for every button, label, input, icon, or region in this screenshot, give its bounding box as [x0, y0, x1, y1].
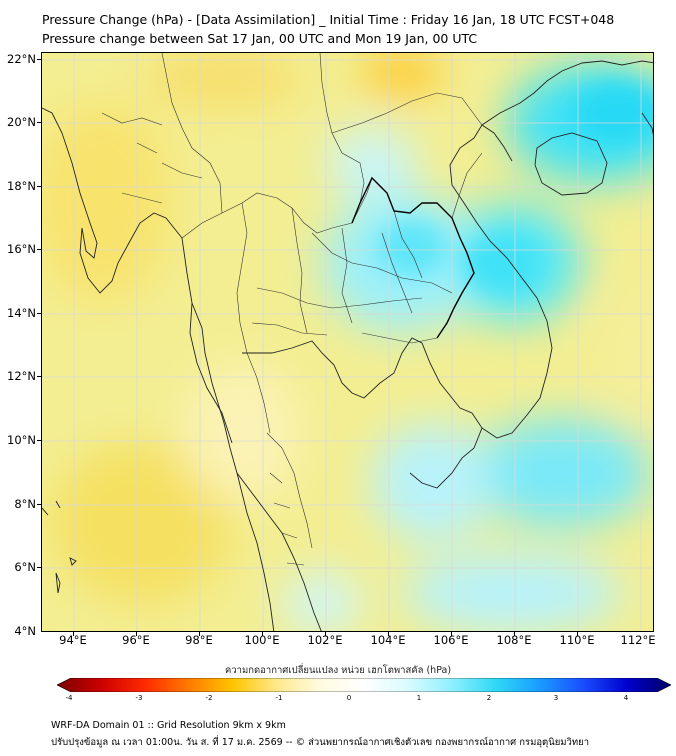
- lat-tick: [37, 186, 41, 187]
- lat-label: 12°N: [7, 369, 36, 383]
- field-blobs: [42, 53, 653, 631]
- lon-label: 98°E: [185, 633, 213, 647]
- lat-tick: [37, 249, 41, 250]
- lon-tick: [199, 632, 200, 636]
- colorbar-bar: [57, 678, 671, 692]
- lat-label: 10°N: [7, 433, 36, 447]
- lat-tick: [37, 567, 41, 568]
- map-title: Pressure Change (hPa) - [Data Assimilati…: [42, 12, 615, 27]
- lon-tick: [451, 632, 452, 636]
- map-subtitle: Pressure change between Sat 17 Jan, 00 U…: [42, 31, 478, 46]
- lat-tick: [37, 440, 41, 441]
- colorbar-tick-label: -3: [135, 694, 143, 702]
- map-panel: [41, 52, 654, 632]
- lat-label: 20°N: [7, 115, 36, 129]
- lon-label: 94°E: [59, 633, 87, 647]
- coastlines: [42, 60, 653, 631]
- lon-tick: [388, 632, 389, 636]
- lat-label: 6°N: [14, 560, 36, 574]
- lat-label: 16°N: [7, 242, 36, 256]
- lon-label: 102°E: [307, 633, 343, 647]
- lon-label: 106°E: [433, 633, 469, 647]
- lat-tick: [37, 313, 41, 314]
- footer-model-info: WRF-DA Domain 01 :: Grid Resolution 9km …: [51, 720, 286, 731]
- lon-tick: [325, 632, 326, 636]
- colorbar-tick-label: 1: [416, 694, 422, 702]
- colorbar-tick-label: 4: [623, 694, 629, 702]
- lat-label: 18°N: [7, 179, 36, 193]
- graticule: [42, 53, 653, 631]
- lon-tick: [577, 632, 578, 636]
- footer-credits: ปรับปรุงข้อมูล ณ เวลา 01:00น. วัน ส. ที่…: [51, 737, 590, 748]
- lat-tick: [37, 122, 41, 123]
- colorbar-tick-label: 0: [346, 694, 352, 702]
- lon-label: 108°E: [496, 633, 532, 647]
- lon-tick: [73, 632, 74, 636]
- lon-tick: [136, 632, 137, 636]
- lat-tick: [37, 376, 41, 377]
- colorbar-tick-label: -1: [275, 694, 283, 702]
- colorbar-tick-label: 3: [553, 694, 559, 702]
- lon-label: 96°E: [122, 633, 150, 647]
- colorbar-tick-label: -4: [65, 694, 73, 702]
- lon-label: 100°E: [244, 633, 280, 647]
- colorbar-tick-label: -2: [205, 694, 213, 702]
- lon-label: 110°E: [559, 633, 595, 647]
- pressure-change-map: [42, 53, 653, 631]
- lat-label: 8°N: [14, 497, 36, 511]
- colorbar-tick-label: 2: [486, 694, 492, 702]
- lat-tick: [37, 504, 41, 505]
- lon-tick: [514, 632, 515, 636]
- lat-label: 4°N: [14, 624, 36, 638]
- lat-label: 22°N: [7, 52, 36, 66]
- colorbar: [57, 678, 671, 692]
- lon-tick: [262, 632, 263, 636]
- lat-tick: [37, 59, 41, 60]
- lon-label: 112°E: [620, 633, 656, 647]
- colorbar-title: ความกดอากาศเปลี่ยนแปลง หน่วย เฮกโตพาสคัล…: [224, 665, 452, 676]
- highlight-border: [351, 176, 475, 339]
- lat-label: 14°N: [7, 306, 36, 320]
- lon-label: 104°E: [370, 633, 406, 647]
